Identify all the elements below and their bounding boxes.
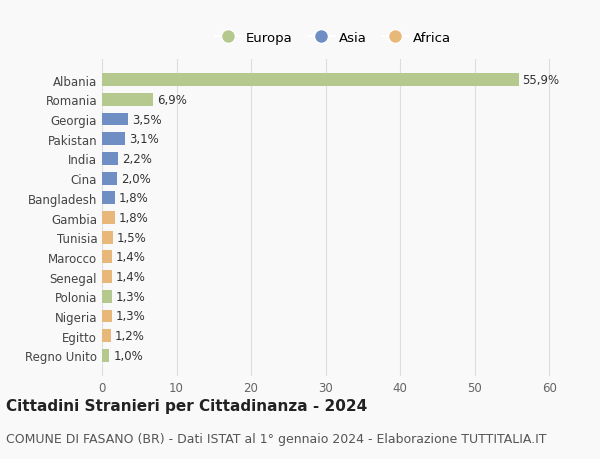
Text: 1,4%: 1,4% bbox=[116, 270, 146, 284]
Bar bbox=[102, 94, 154, 106]
Bar bbox=[102, 330, 111, 342]
Text: 55,9%: 55,9% bbox=[522, 74, 559, 87]
Bar bbox=[102, 74, 518, 87]
Bar bbox=[102, 212, 115, 224]
Text: 3,1%: 3,1% bbox=[129, 133, 158, 146]
Bar bbox=[102, 271, 112, 283]
Legend: Europa, Asia, Africa: Europa, Asia, Africa bbox=[209, 25, 457, 51]
Text: 2,0%: 2,0% bbox=[121, 172, 151, 185]
Text: 1,0%: 1,0% bbox=[113, 349, 143, 362]
Text: 1,4%: 1,4% bbox=[116, 251, 146, 264]
Text: 1,5%: 1,5% bbox=[117, 231, 146, 244]
Text: 1,3%: 1,3% bbox=[115, 290, 145, 303]
Text: 1,8%: 1,8% bbox=[119, 212, 149, 224]
Bar bbox=[102, 251, 112, 264]
Text: 1,2%: 1,2% bbox=[115, 330, 145, 342]
Text: COMUNE DI FASANO (BR) - Dati ISTAT al 1° gennaio 2024 - Elaborazione TUTTITALIA.: COMUNE DI FASANO (BR) - Dati ISTAT al 1°… bbox=[6, 432, 547, 445]
Bar bbox=[102, 172, 117, 185]
Text: 1,3%: 1,3% bbox=[115, 310, 145, 323]
Bar bbox=[102, 290, 112, 303]
Text: 2,2%: 2,2% bbox=[122, 152, 152, 166]
Bar bbox=[102, 349, 109, 362]
Bar bbox=[102, 153, 118, 165]
Text: 6,9%: 6,9% bbox=[157, 94, 187, 106]
Bar bbox=[102, 113, 128, 126]
Bar bbox=[102, 133, 125, 146]
Bar bbox=[102, 310, 112, 323]
Text: Cittadini Stranieri per Cittadinanza - 2024: Cittadini Stranieri per Cittadinanza - 2… bbox=[6, 398, 367, 413]
Bar bbox=[102, 231, 113, 244]
Text: 3,5%: 3,5% bbox=[132, 113, 161, 126]
Text: 1,8%: 1,8% bbox=[119, 192, 149, 205]
Bar bbox=[102, 192, 115, 205]
